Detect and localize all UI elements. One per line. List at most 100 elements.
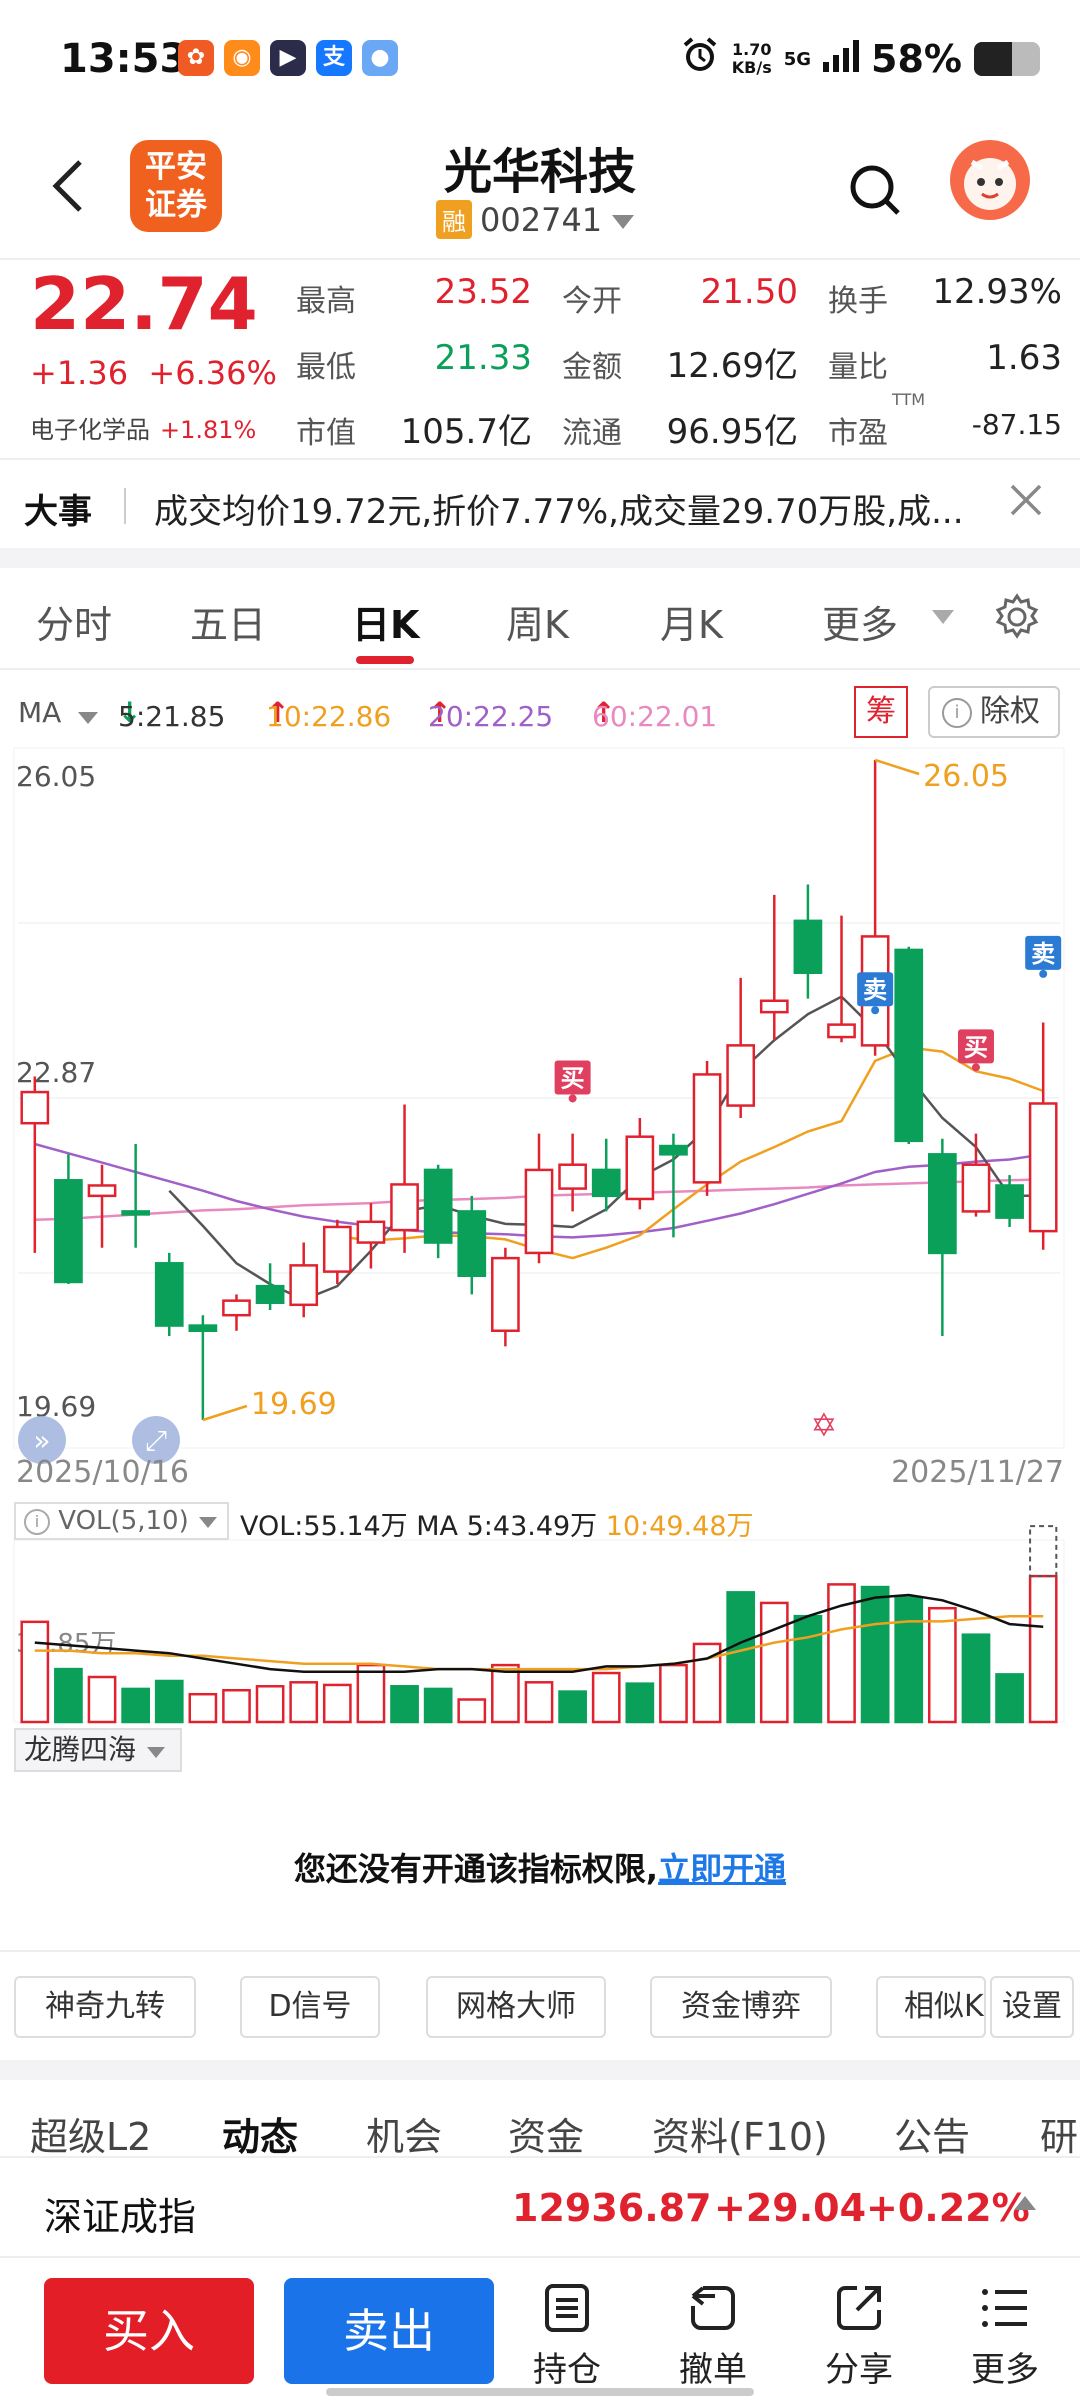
fullscreen-icon [132,1416,180,1464]
tab-announcements[interactable]: 公告 [894,2115,971,2159]
chart-tabs: 分时 五日 日K 周K 月K 更多 [0,570,1080,670]
divider [124,488,126,524]
chip-distribution-button[interactable]: 筹 [854,686,908,738]
divider [0,2156,1080,2158]
tab-five-day[interactable]: 五日 [190,603,267,647]
sector-info[interactable]: 电子化学品 +1.81% [30,416,257,444]
candle-body [255,1284,285,1304]
stock-code-selector[interactable]: 融 002741 [436,200,636,239]
amount-value: 12.69亿 [666,346,798,386]
volume-bar [457,1698,487,1724]
divider [0,258,1080,260]
index-ticker[interactable]: 深证成指 12936.87 +29.04 +0.22% [0,2160,1080,2256]
adjust-rights-button[interactable]: i 除权 [928,686,1060,738]
close-icon[interactable] [1008,478,1044,529]
divider [0,1950,1080,1952]
events-text: 成交均价19.72元,折价7.77%,成交量29.70万股,成... [154,492,964,532]
position-button[interactable]: 持仓 [512,2280,622,2391]
home-indicator[interactable] [326,2388,754,2396]
tab-opportunity[interactable]: 机会 [366,2115,443,2159]
events-banner[interactable]: 大事 成交均价19.72元,折价7.77%,成交量29.70万股,成... [0,462,1080,548]
chevron-down-icon [197,1506,219,1536]
candle-body [759,999,789,1014]
chevron-up-icon[interactable] [1014,2196,1036,2210]
tab-daily-k[interactable]: 日K [352,603,420,647]
no-permission-message: 您还没有开通该指标权限,立即开通 [293,1850,787,1888]
volume-bar [793,1614,823,1724]
tab-news[interactable]: 动态 [222,2115,299,2159]
info-icon: i [942,698,972,728]
tab-more[interactable]: 更多 [822,603,899,647]
share-button[interactable]: 分享 [804,2280,914,2391]
settings-gear-icon[interactable] [992,592,1042,646]
volume-info: VOL:55.14万 MA 5:43.49万 10:49.48万 [240,1511,754,1542]
tool-grid-master[interactable]: 网格大师 [426,1976,606,2038]
candle-body [20,1090,50,1125]
app-notification-icon: ✿ [178,40,214,76]
back-arrow-icon[interactable] [48,156,88,231]
tab-f10[interactable]: 资料(F10) [652,2115,828,2159]
section-separator [0,548,1080,568]
tab-monthly-k[interactable]: 月K [660,603,723,647]
volume-bar [894,1596,924,1724]
y-axis-label: 22.87 [16,1056,96,1089]
candle-body [995,1184,1024,1219]
volume-bar [759,1601,789,1724]
index-value: 12936.87 [512,2186,712,2230]
tool-d-signal[interactable]: D信号 [240,1976,380,2038]
divider [0,668,1080,670]
float-value: 96.95亿 [666,412,798,452]
open-value: 21.50 [700,272,798,312]
open-permission-link[interactable]: 立即开通 [658,1850,787,1888]
volume-ma10-line [34,1614,1044,1671]
buy-button[interactable]: 买入 [44,2278,254,2384]
pe-label: 市盈 [828,416,888,451]
buy-marker: 买 [561,1064,585,1092]
chevron-down-icon [76,700,100,733]
volume-bar [289,1681,319,1724]
ma-legend[interactable]: MA 5:21.85 ↓ 10:22.86 ↑ 20:22.25 ↑ 60:22.01… [0,692,1080,736]
signal-icon [823,37,860,81]
battery-icon [974,42,1040,76]
candle-body [222,1299,251,1317]
tool-settings[interactable]: 设置 [990,1976,1074,2038]
open-label: 今开 [562,284,622,319]
cancel-order-button[interactable]: 撤单 [658,2280,768,2391]
margin-badge: 融 [436,200,472,239]
sell-button[interactable]: 卖出 [284,2278,494,2384]
alarm-icon [680,35,720,84]
sell-marker: 卖 [1031,940,1055,968]
volume-bar [726,1591,756,1724]
avatar[interactable] [950,140,1030,220]
high-value: 23.52 [434,272,532,312]
tab-super-l2[interactable]: 超级L2 [30,2115,152,2159]
tab-funds[interactable]: 资金 [508,2115,585,2159]
low-annotation-line [202,1404,248,1422]
ma10-value: 10:22.86 ↑ [266,696,392,733]
sell-marker-dot [871,1006,880,1015]
volume-bar [659,1663,688,1724]
more-button[interactable]: 更多 [950,2280,1060,2391]
vol-ratio-value: 1.63 [986,338,1062,378]
volume-indicator-selector[interactable]: i VOL(5,10) [14,1502,229,1540]
candle-body [491,1256,520,1333]
ma20-value: 20:22.25 ↑ [428,696,554,733]
candle-body [423,1168,453,1244]
candle-body [726,1044,756,1107]
tab-intraday[interactable]: 分时 [36,603,113,647]
tab-weekly-k[interactable]: 周K [506,603,569,647]
search-icon[interactable] [845,160,905,220]
candle-body [154,1262,184,1327]
mcap-value: 105.7亿 [400,412,532,452]
stock-header: 平安 证券 光华科技 融 002741 [0,120,1080,260]
candle-body [390,1183,419,1232]
tab-research[interactable]: 研 [1040,2115,1079,2159]
indicator-selector[interactable]: 龙腾四海 [14,1728,182,1772]
tool-magic-nine[interactable]: 神奇九转 [14,1976,196,2038]
tool-fund-game[interactable]: 资金博弈 [650,1976,832,2038]
vol-ratio-label: 量比 [828,350,888,385]
tool-similar-k[interactable]: 相似K [876,1976,986,2038]
status-time: 13:53 [60,36,188,82]
